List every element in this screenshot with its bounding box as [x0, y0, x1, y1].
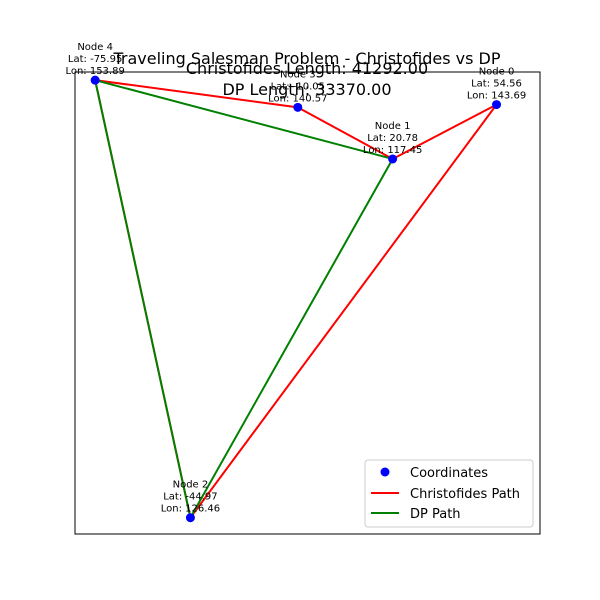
node-point-3 [293, 102, 303, 112]
legend-label-coordinates: Coordinates [410, 466, 488, 481]
node-label-2-line-1: Lat: -44.97 [163, 492, 217, 503]
node-point-2 [185, 513, 195, 523]
node-label-4-line-0: Node 4 [77, 42, 113, 53]
node-label-2-line-2: Lon: 126.46 [161, 504, 220, 515]
node-point-1 [388, 154, 398, 164]
plot-frame [74, 71, 541, 535]
legend-label-dp: DP Path [410, 507, 461, 522]
series-line-1 [94, 79, 394, 519]
chart-title-line-1: Traveling Salesman Problem - Christofide… [112, 49, 500, 68]
points-layer [90, 75, 502, 523]
node-label-1-line-0: Node 1 [375, 121, 411, 132]
node-point-0 [492, 100, 502, 110]
chart-title-line-3: DP Length: 33370.00 [222, 80, 391, 99]
legend-box [364, 459, 534, 528]
legend-marker-coordinates [380, 467, 390, 477]
paths-layer [94, 79, 498, 519]
node-label-3-line-1: Lat: -10.05 [271, 81, 325, 92]
node-label-1-line-2: Lon: 117.45 [363, 145, 422, 156]
chart-title: Traveling Salesman Problem - Christofide… [112, 49, 500, 99]
node-label-0-line-2: Lon: 143.69 [467, 91, 526, 102]
node-label-4-line-2: Lon: 153.89 [65, 66, 124, 77]
node-label-0-line-1: Lat: 54.56 [471, 79, 522, 90]
node-label-3-line-0: Node 3 [280, 69, 316, 80]
legend-label-christofides: Christofides Path [410, 487, 520, 502]
legend: Coordinates Christofides Path DP Path [364, 459, 534, 528]
node-point-4 [90, 75, 100, 85]
node-label-3-line-2: Lon: 140.57 [268, 93, 327, 104]
node-label-0-line-0: Node 0 [479, 67, 515, 78]
node-label-2-line-0: Node 2 [173, 480, 209, 491]
node-label-1-line-1: Lat: 20.78 [367, 133, 418, 144]
chart-title-line-2: Christofides Length: 41292.00 [186, 59, 428, 78]
node-label-4-line-1: Lat: -75.95 [68, 54, 122, 65]
